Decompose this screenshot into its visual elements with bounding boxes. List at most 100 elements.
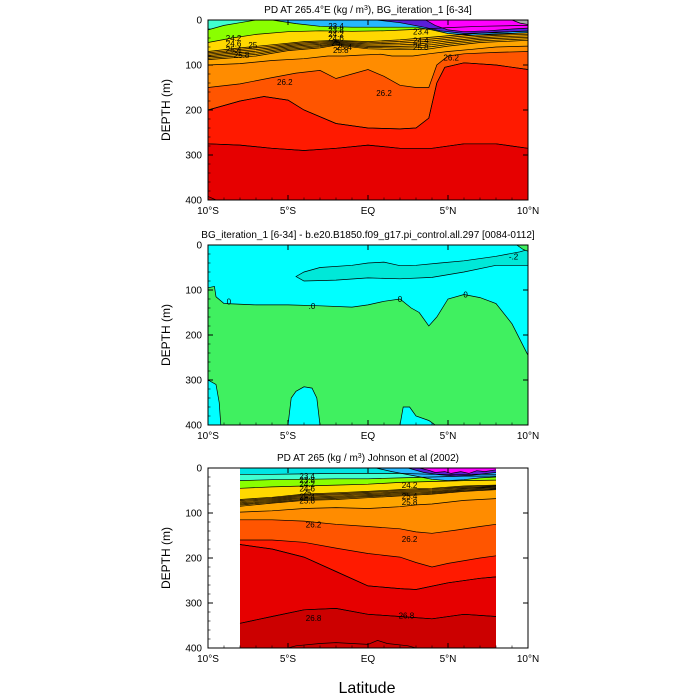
y-tick-label: 0 (196, 16, 202, 27)
isoline-5 (208, 38, 528, 59)
surface-band-5 (425, 20, 528, 32)
extra-contour-1 (208, 143, 528, 151)
panel-title: PD AT 265.4°E (kg / m3), BG_iteration_1 … (264, 5, 472, 17)
x-axis-label: Latitude (339, 680, 396, 697)
contour-line-1 (208, 45, 528, 66)
surface-line-3 (240, 473, 496, 475)
surface-line-2 (239, 475, 496, 481)
contour-label: 24.2 (299, 480, 315, 489)
x-tick-label: 5°N (440, 654, 457, 665)
corner-region (516, 245, 528, 252)
surface-line-1 (239, 479, 497, 489)
contour-label: 25.8 (234, 51, 250, 60)
contour-label: 26.8 (399, 612, 415, 621)
contour-label: 25 (248, 41, 257, 50)
y-tick-label: 300 (185, 599, 202, 610)
contour-label: 26.2 (376, 89, 392, 98)
x-tick-label: EQ (361, 206, 376, 217)
contour-label: 24.4 (413, 36, 429, 45)
surface-line-5 (425, 20, 528, 33)
contour-label: 24.2 (402, 481, 418, 490)
contour-line-1 (239, 498, 497, 513)
density-band-5 (240, 608, 496, 648)
contour-label: 23.8 (299, 476, 315, 485)
contour-label: 23.4 (413, 27, 429, 36)
contour-label: 0 (463, 291, 468, 300)
contour-label: 24.6 (299, 484, 315, 493)
panel-3: 23.423.824.224.62525.425.824.225.425.826… (159, 453, 539, 666)
x-tick-label: 10°S (197, 206, 219, 217)
surface-line-6 (419, 468, 497, 474)
contour-label: 25.4 (299, 492, 315, 501)
x-tick-label: 5°S (280, 431, 297, 442)
isoline-2 (208, 33, 528, 55)
isoline-1 (208, 32, 528, 54)
isoline-5 (239, 488, 497, 506)
surface-line-0 (208, 30, 528, 52)
contour-label: 26.2 (402, 535, 418, 544)
y-tick-label: 100 (185, 61, 202, 72)
surface-line-1 (208, 25, 528, 43)
plot-area: 23.423.824.224.62525.423.424.425.824.224… (208, 20, 528, 200)
y-axis-label: DEPTH (m) (159, 527, 173, 589)
contour-label: 25.8 (402, 498, 418, 507)
y-tick-label: 400 (185, 196, 202, 207)
surface-line-2 (208, 20, 528, 31)
isoline-3 (208, 35, 528, 56)
extra-contour-0 (208, 62, 528, 130)
y-tick-label: 100 (185, 509, 202, 520)
isoline-3 (239, 487, 497, 504)
surface-line-5 (407, 468, 497, 477)
contour-label: 25.8 (333, 46, 349, 55)
isoline-4 (239, 487, 497, 505)
contour-line-2 (240, 519, 497, 534)
contour-label: 26.2 (306, 520, 322, 529)
panel-title: PD AT 265 (kg / m3) Johnson et al (2002) (277, 453, 459, 465)
x-tick-label: 10°N (517, 431, 539, 442)
contour-label: -.2 (509, 252, 519, 261)
surface-band-2 (208, 20, 528, 30)
contour-label: 25.8 (413, 43, 429, 52)
panel-2: 0 .0 0 0 -.2 10°S 5°S EQ 5°N 10°N 0 100 200 300 400 DEP… (159, 230, 539, 442)
x-tick-label: 10°N (517, 654, 539, 665)
contour-label: 24.6 (226, 39, 242, 48)
panels: 23.423.824.224.62525.423.424.425.824.224… (159, 5, 539, 666)
surface-line-0 (239, 484, 497, 500)
y-tick-label: 200 (185, 554, 202, 565)
contour-label: 25.4 (336, 43, 352, 52)
contour-label: 24.2 (226, 34, 242, 43)
x-tick-label: 5°S (280, 654, 297, 665)
extra-contour-1 (239, 608, 497, 624)
surface-line-4 (375, 20, 528, 34)
surface-line-6 (511, 20, 528, 25)
contour-label: 23.4 (328, 22, 344, 31)
contour-label: 26.8 (306, 614, 322, 623)
contour-label: 23.4 (299, 472, 315, 481)
cyan-pocket-2 (399, 406, 436, 425)
contour-label: 0 (398, 295, 403, 304)
y-tick-label: 200 (185, 331, 202, 342)
plot-area: 23.423.824.224.62525.425.824.225.425.826… (239, 468, 497, 648)
contour-line-2 (208, 51, 528, 88)
x-tick-label: EQ (361, 654, 376, 665)
x-tick-label: 5°N (440, 431, 457, 442)
contour-line-3 (240, 539, 497, 568)
panel-title: BG_iteration_1 [6-34] - b.e20.B1850.f09_… (201, 230, 535, 241)
contour-label: 25.4 (226, 46, 242, 55)
isoline-4 (208, 36, 528, 58)
y-tick-label: 300 (185, 376, 202, 387)
contour-label: 25.8 (299, 496, 315, 505)
y-axis-label: DEPTH (m) (159, 79, 173, 141)
contour-label: 25 (303, 488, 312, 497)
y-tick-label: 300 (185, 151, 202, 162)
cyan-pocket-1 (287, 386, 321, 425)
cyan-pocket-0 (208, 379, 222, 425)
y-tick-label: 0 (196, 464, 202, 475)
contour-label: .0 (309, 302, 316, 311)
y-tick-label: 400 (185, 421, 202, 432)
contour-label: 25.4 (402, 492, 418, 501)
contour-label: 25 (332, 39, 341, 48)
x-tick-label: 10°N (517, 206, 539, 217)
y-tick-label: 100 (185, 286, 202, 297)
negative-region (295, 249, 528, 282)
